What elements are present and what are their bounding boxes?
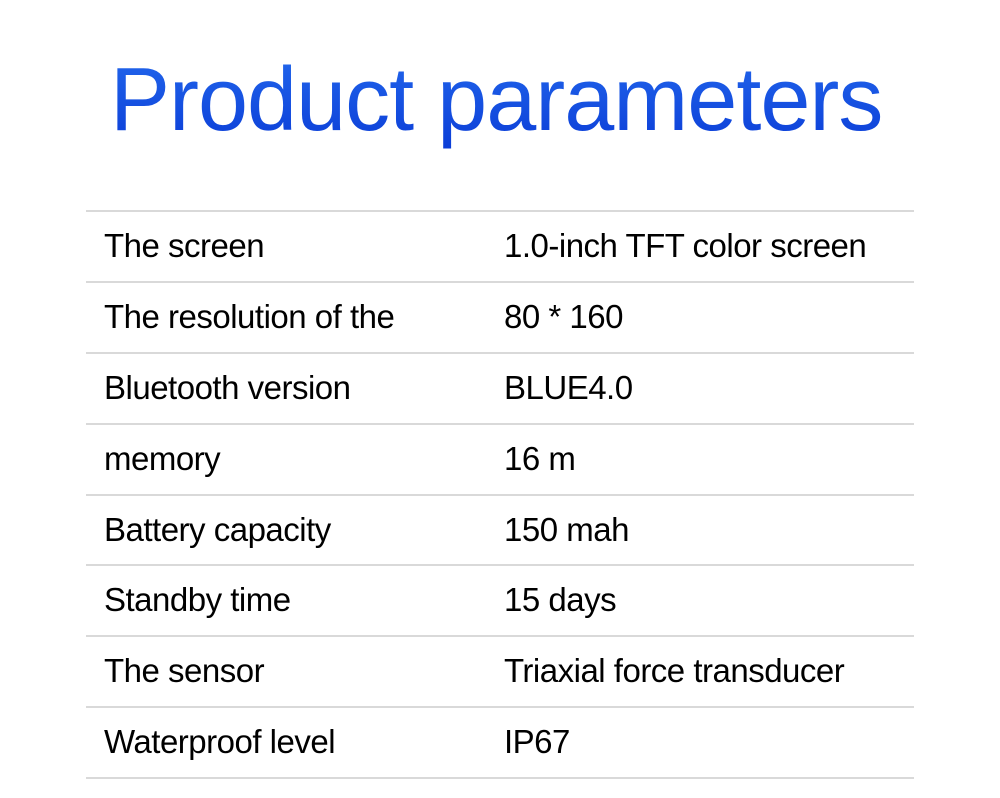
spec-label: Battery capacity <box>86 496 486 565</box>
spec-value: Triaxial force transducer <box>486 637 914 706</box>
spec-label: Standby time <box>86 566 486 635</box>
spec-label: The resolution of the <box>86 283 486 352</box>
spec-label: Bluetooth version <box>86 354 486 423</box>
table-row: The sensor Triaxial force transducer <box>86 637 914 708</box>
spec-value: IP67 <box>486 708 914 777</box>
spec-label: The sensor <box>86 637 486 706</box>
spec-value: BLUE4.0 <box>486 354 914 423</box>
spec-value: 80 * 160 <box>486 283 914 352</box>
spec-label: memory <box>86 425 486 494</box>
spec-value: 1.0-inch TFT color screen <box>486 212 914 281</box>
spec-value: 16 m <box>486 425 914 494</box>
table-row: The resolution of the 80 * 160 <box>86 283 914 354</box>
spec-table: The screen 1.0-inch TFT color screen The… <box>86 210 914 779</box>
page-title: Product parameters <box>0 0 1000 155</box>
table-row: Battery capacity 150 mah <box>86 496 914 567</box>
table-row: memory 16 m <box>86 425 914 496</box>
spec-value: 150 mah <box>486 496 914 565</box>
spec-value: 15 days <box>486 566 914 635</box>
spec-label: Waterproof level <box>86 708 486 777</box>
spec-label: The screen <box>86 212 486 281</box>
table-row: Bluetooth version BLUE4.0 <box>86 354 914 425</box>
table-row: The screen 1.0-inch TFT color screen <box>86 210 914 283</box>
table-row: Waterproof level IP67 <box>86 708 914 779</box>
table-row: Standby time 15 days <box>86 566 914 637</box>
